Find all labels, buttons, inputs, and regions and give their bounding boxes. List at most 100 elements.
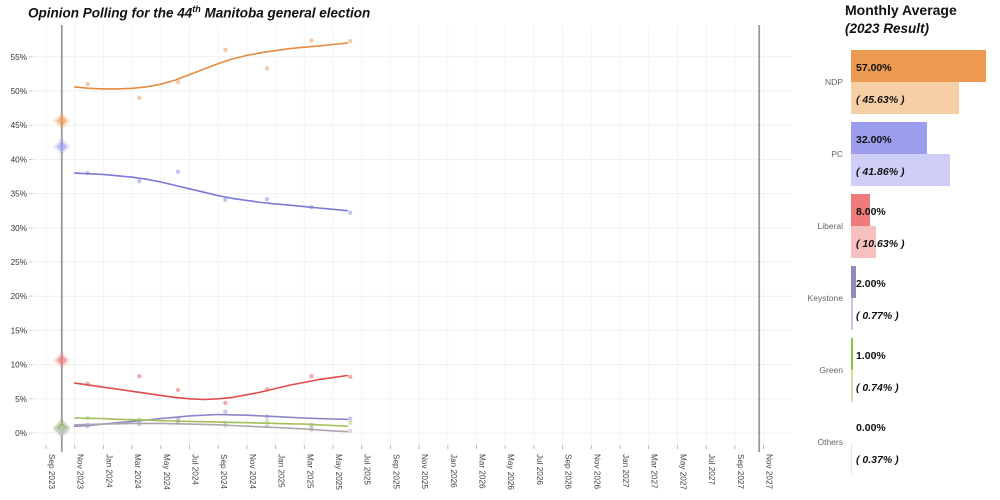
title-suffix: Manitoba general election — [200, 5, 371, 21]
title-superscript: th — [192, 4, 201, 14]
party-label-ndp: NDP — [825, 77, 843, 87]
monthly-average-bar-green — [851, 338, 854, 370]
poll-dot-keystone — [223, 409, 228, 414]
x-axis-tick-label: Nov 2023 — [76, 454, 85, 489]
poll-dot-ndp — [309, 38, 314, 43]
x-axis-tick-label: Jan 2026 — [449, 454, 458, 488]
y-axis-tick-label: 20% — [11, 292, 27, 301]
poll-dot-ndp — [175, 79, 181, 85]
poll-dot-liberal — [175, 387, 181, 393]
poll-dot-ndp — [137, 95, 142, 101]
poll-dot-liberal — [264, 387, 270, 392]
poll-dot-ndp — [348, 38, 353, 44]
poll-dot-ndp — [223, 47, 228, 53]
x-axis-tick-label: Mar 2026 — [478, 454, 487, 489]
trend-line-ndp — [73, 42, 349, 90]
poll-dot-liberal — [309, 374, 314, 379]
poll-dot-green — [348, 420, 353, 425]
poll-dot-pc — [264, 196, 270, 202]
x-axis-tick-label: Jul 2026 — [535, 454, 544, 485]
poll-dot-pc — [348, 210, 353, 215]
x-axis-tick-label: Nov 2027 — [765, 454, 774, 489]
x-axis-tick-label: Nov 2024 — [248, 454, 257, 489]
x-axis-tick-label: Sep 2026 — [564, 454, 573, 490]
poll-dot-green — [85, 415, 90, 421]
x-axis-tick-label: May 2026 — [506, 454, 515, 490]
poll-dot-ndp — [85, 81, 90, 87]
x-axis-tick-label: Jul 2024 — [191, 454, 200, 485]
poll-dot-ndp — [264, 66, 270, 71]
title-prefix: Opinion Polling for the 44 — [28, 5, 193, 21]
panel-subtitle: (2023 Result) — [845, 21, 930, 36]
trend-line-liberal — [73, 374, 349, 401]
x-axis-tick-label: Mar 2025 — [305, 454, 314, 489]
x-axis-tick-label: May 2027 — [678, 454, 687, 490]
trend-line-others — [73, 422, 349, 433]
result-2023-diamond-ndp — [56, 115, 68, 127]
poll-dot-pc — [137, 179, 142, 184]
trend-line-keystone — [73, 413, 349, 428]
y-axis-tick-label: 55% — [11, 53, 27, 62]
poll-dot-keystone — [264, 414, 270, 419]
result-2023-bar-keystone — [851, 298, 853, 330]
poll-dot-pc — [309, 205, 314, 210]
poll-dot-others — [223, 423, 228, 428]
monthly-average-bar-keystone — [851, 266, 856, 298]
x-axis-tick-label: Jan 2024 — [104, 454, 113, 488]
x-axis-tick-label: Sep 2027 — [736, 454, 745, 490]
polling-line-chart: Sep 2023 Nov 2023 Jan 2024 Mar 2024 May 2024… — [11, 25, 792, 490]
result-2023-diamond-pc — [56, 141, 68, 153]
page-title: Opinion Polling for the 44th Manitoba ge… — [28, 4, 370, 21]
poll-dot-others — [175, 420, 181, 425]
poll-dot-green — [175, 419, 181, 424]
poll-dot-liberal — [348, 374, 353, 380]
y-axis-tick-label: 10% — [11, 361, 27, 370]
x-axis-tick-label: Sep 2024 — [219, 454, 228, 490]
poll-dot-green — [137, 417, 142, 422]
party-label-liberal: Liberal — [817, 221, 843, 231]
y-axis-tick-label: 30% — [11, 224, 27, 233]
y-axis-tick-label: 0% — [15, 429, 27, 438]
x-axis-tick-label: Jan 2025 — [277, 454, 286, 488]
poll-dot-others — [85, 422, 90, 427]
y-axis-tick-label: 25% — [11, 258, 27, 267]
x-axis-tick-label: Nov 2026 — [592, 454, 601, 489]
panel-title: Monthly Average — [845, 2, 957, 18]
result-2023-diamond-others — [56, 424, 68, 436]
poll-dot-keystone — [348, 416, 353, 421]
result-2023-bar-pc — [851, 154, 951, 186]
x-axis-tick-label: Jul 2027 — [707, 454, 716, 485]
y-axis-tick-label: 50% — [11, 87, 27, 96]
party-label-keystone: Keystone — [807, 293, 843, 303]
result-2023-diamond-liberal — [56, 354, 68, 366]
poll-dot-liberal — [137, 374, 142, 379]
monthly-average-bar-liberal — [851, 194, 870, 226]
trend-line-pc — [73, 172, 349, 212]
x-axis-tick-label: Sep 2023 — [47, 454, 56, 490]
trend-line-green — [73, 417, 349, 428]
y-axis-tick-label: 15% — [11, 326, 27, 335]
party-label-green: Green — [819, 365, 843, 375]
result-2023-value-pc: ( 41.86% ) — [856, 166, 905, 178]
poll-dot-liberal — [85, 381, 90, 386]
poll-dot-pc — [223, 197, 228, 202]
x-axis-tick-label: Jul 2025 — [363, 454, 372, 485]
poll-dot-others — [309, 427, 314, 432]
x-axis-tick-label: Mar 2024 — [133, 454, 142, 489]
y-axis-tick-label: 40% — [11, 155, 27, 164]
monthly-average-value-ndp: 57.00% — [856, 62, 892, 74]
poll-dot-green — [223, 420, 228, 425]
result-2023-bar-liberal — [851, 226, 877, 258]
party-label-pc: PC — [831, 149, 843, 159]
x-axis-tick-label: May 2025 — [334, 454, 343, 490]
y-axis-tick-label: 45% — [11, 121, 27, 130]
poll-dot-pc — [175, 169, 181, 174]
monthly-average-bar-pc — [851, 122, 927, 154]
x-axis-tick-label: Sep 2025 — [391, 454, 400, 490]
result-2023-bar-green — [851, 370, 853, 402]
x-axis-tick-label: May 2024 — [162, 454, 171, 490]
y-axis-tick-label: 35% — [11, 190, 27, 199]
poll-dot-pc — [85, 170, 90, 176]
x-axis-tick-label: Jan 2027 — [621, 454, 630, 488]
